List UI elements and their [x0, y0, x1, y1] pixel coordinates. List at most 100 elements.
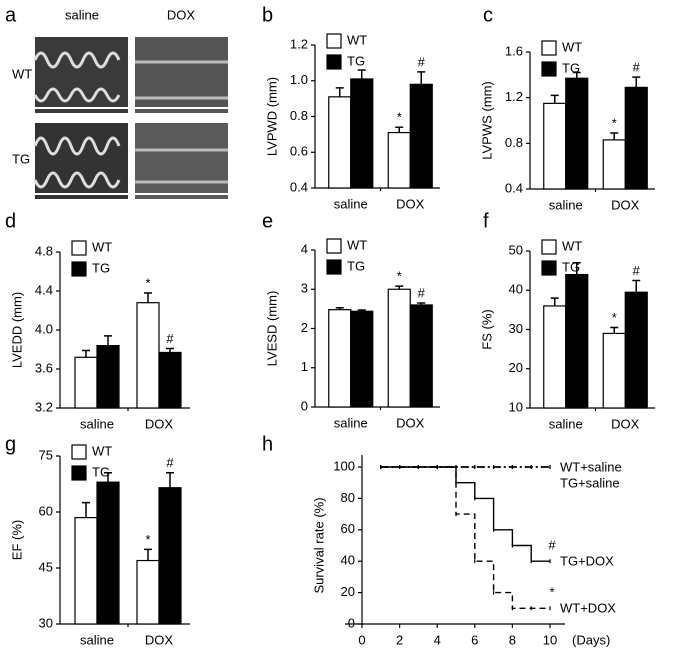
error-bar: [550, 94, 559, 104]
y-tick-label: 30: [39, 615, 53, 630]
legend-swatch: [71, 240, 87, 256]
error-bar: [610, 326, 619, 334]
bar: [328, 96, 352, 189]
error-bar: [572, 262, 581, 275]
y-tick-label: 80: [341, 490, 355, 505]
annotation: *: [397, 110, 402, 125]
y-tick-label: 4: [301, 241, 308, 256]
bar: [409, 304, 433, 408]
x-tick-label: DOX: [611, 197, 640, 212]
legend-swatch: [71, 261, 87, 277]
y-tick-label: 0.8: [505, 135, 523, 150]
error-bar: [104, 472, 112, 483]
bar: [624, 86, 648, 190]
row-label: WT: [12, 66, 32, 81]
echo-trace: [33, 51, 121, 189]
legend-label: TG: [347, 53, 365, 68]
y-tick-label: 4.0: [35, 321, 53, 336]
y-tick-label: 20: [509, 360, 523, 375]
legend-swatch: [541, 239, 557, 255]
y-tick-label: 45: [39, 559, 53, 574]
legend-label: WT: [92, 443, 112, 458]
panel-label: e: [262, 210, 273, 232]
panel-label: d: [5, 210, 16, 232]
y-tick-label: 1: [301, 359, 308, 374]
y-axis-label: LVEDD (mm): [9, 292, 24, 368]
legend-label: WT: [347, 32, 367, 47]
y-tick-label: 1.2: [290, 36, 308, 51]
x-tick-label: DOX: [396, 415, 425, 430]
legend-label: WT: [347, 237, 367, 252]
y-tick-label: 0.4: [505, 180, 523, 195]
series-label: WT+DOX: [560, 601, 616, 616]
x-tick-label: 10: [543, 632, 557, 647]
column-label: saline: [65, 7, 99, 22]
x-tick-label: saline: [549, 416, 583, 431]
error-bar: [335, 306, 344, 310]
x-tick-label: saline: [549, 197, 583, 212]
panel-label: g: [5, 433, 16, 455]
error-bar: [357, 309, 366, 312]
bar: [328, 309, 352, 408]
y-tick-label: 0.6: [290, 144, 308, 159]
y-tick-label: 3.2: [35, 399, 53, 414]
legend-label: TG: [92, 464, 110, 479]
y-tick-label: 3.6: [35, 360, 53, 375]
error-bar: [610, 132, 619, 140]
x-tick-label: DOX: [611, 416, 640, 431]
legend-label: WT: [562, 238, 582, 253]
y-tick-label: 2: [301, 320, 308, 335]
error-bar: [417, 302, 426, 305]
legend-label: WT: [92, 239, 112, 254]
x-tick-label: DOX: [396, 196, 425, 211]
y-tick-label: 100: [333, 458, 355, 473]
y-tick-label: 1.6: [505, 43, 523, 58]
legend-swatch: [326, 238, 342, 254]
bar: [409, 83, 433, 189]
error-bar: [357, 69, 366, 79]
legend-swatch: [326, 54, 342, 70]
y-tick-label: 4.4: [35, 282, 53, 297]
error-bar: [335, 87, 344, 97]
error-bar: [572, 71, 581, 79]
bar: [158, 487, 182, 625]
bar: [96, 481, 120, 625]
error-bar: [166, 472, 174, 488]
legend-label: TG: [562, 60, 580, 75]
error-bar: [550, 297, 559, 306]
legend-swatch: [541, 61, 557, 77]
y-tick-label: 0.8: [290, 108, 308, 123]
bar: [74, 356, 98, 409]
legend-swatch: [71, 444, 87, 460]
y-tick-label: 30: [509, 321, 523, 336]
x-tick-label: 0: [358, 632, 365, 647]
echo-trace: [135, 60, 228, 184]
bar: [543, 305, 567, 409]
bar: [158, 351, 182, 409]
x-tick-label: 6: [471, 632, 478, 647]
error-bar: [144, 292, 152, 303]
x-tick-label: 4: [434, 632, 441, 647]
y-tick-label: 0: [301, 398, 308, 413]
y-tick-label: 60: [341, 521, 355, 536]
bar: [387, 131, 411, 189]
bar: [136, 302, 160, 409]
x-tick-label: 2: [396, 632, 403, 647]
y-tick-label: 10: [509, 399, 523, 414]
y-tick-label: 40: [509, 282, 523, 297]
annotation: #: [166, 455, 174, 470]
row-label: TG: [12, 151, 30, 166]
y-axis-label: LVESD (mm): [264, 291, 279, 367]
legend-label: TG: [347, 258, 365, 273]
annotation: *: [612, 310, 617, 325]
y-tick-label: 3: [301, 281, 308, 296]
panel-label: a: [5, 4, 17, 26]
annotation: #: [548, 538, 556, 553]
y-tick-label: 4.8: [35, 243, 53, 258]
x-tick-label: saline: [334, 415, 368, 430]
bar: [350, 310, 374, 408]
legend-swatch: [71, 465, 87, 481]
x-tick-label: 8: [509, 632, 516, 647]
panel-a: a saline DOX WT TG: [5, 4, 228, 199]
annotation: #: [418, 54, 426, 69]
